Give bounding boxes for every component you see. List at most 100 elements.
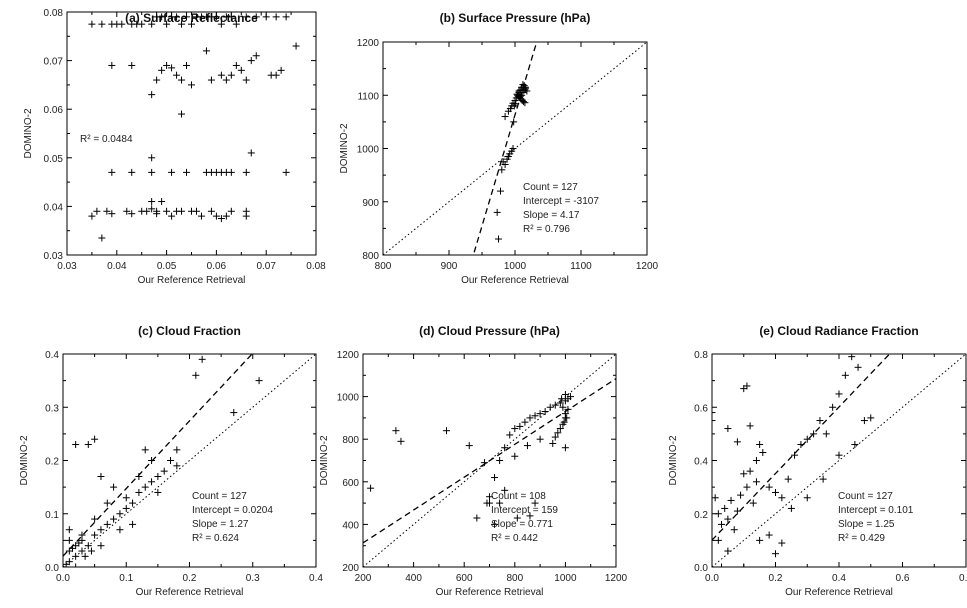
- data-point: [183, 168, 191, 176]
- data-point: [72, 552, 80, 560]
- data-point: [168, 64, 176, 72]
- data-point: [122, 504, 130, 512]
- data-point: [97, 472, 105, 480]
- data-point: [523, 442, 531, 450]
- data-point: [473, 514, 481, 522]
- data-point: [167, 457, 175, 464]
- x-tick-label: 0.6: [896, 573, 910, 584]
- stats-annotation: Count = 108: [491, 491, 546, 502]
- data-point: [129, 520, 137, 528]
- data-point: [148, 198, 156, 206]
- y-tick-label: 0.2: [45, 457, 59, 468]
- data-point: [116, 526, 124, 534]
- data-point: [148, 154, 156, 162]
- y-tick-label: 0.05: [44, 154, 64, 165]
- data-point: [718, 563, 726, 567]
- data-point: [397, 437, 405, 445]
- data-point: [511, 425, 519, 433]
- data-point: [65, 526, 73, 534]
- y-tick-label: 200: [342, 563, 359, 574]
- data-point: [480, 459, 488, 467]
- data-point: [81, 552, 89, 560]
- data-point: [148, 20, 156, 28]
- data-point: [521, 418, 529, 426]
- data-point: [496, 499, 504, 507]
- data-point: [110, 483, 118, 491]
- y-axis-label: DOMINO-2: [19, 435, 30, 485]
- x-tick-label: 1000: [504, 261, 527, 272]
- data-point: [724, 547, 732, 555]
- data-point: [158, 13, 166, 21]
- data-point: [110, 515, 118, 523]
- plot-area: [88, 12, 300, 242]
- panel-title: (d) Cloud Pressure (hPa): [419, 324, 560, 338]
- data-point: [561, 410, 569, 418]
- data-point: [392, 427, 400, 435]
- data-point: [252, 13, 260, 21]
- data-point: [232, 20, 240, 28]
- data-point: [506, 431, 514, 439]
- y-tick-label: 800: [342, 435, 359, 446]
- data-point: [510, 102, 518, 110]
- data-point: [78, 547, 86, 555]
- x-tick-label: 0.04: [107, 261, 127, 272]
- data-point: [116, 510, 124, 518]
- y-tick-label: 0.07: [44, 57, 64, 68]
- y-axis-label: DOMINO-2: [339, 123, 350, 173]
- data-point: [496, 187, 504, 195]
- data-point: [486, 493, 493, 501]
- y-tick-label: 1000: [337, 393, 360, 404]
- x-axis-label: Our Reference Retrieval: [785, 587, 893, 598]
- data-point: [72, 441, 80, 449]
- data-point: [160, 467, 168, 475]
- stats-annotation: Intercept = 159: [491, 505, 558, 516]
- data-point: [564, 405, 572, 413]
- data-point: [536, 410, 544, 418]
- data-point: [222, 212, 230, 220]
- regression-line: [363, 378, 616, 544]
- data-point: [501, 444, 509, 452]
- data-point: [778, 494, 786, 502]
- data-point: [173, 462, 181, 470]
- regression-line: [63, 354, 253, 557]
- data-point: [483, 499, 491, 507]
- data-point: [91, 435, 99, 443]
- y-tick-label: 0.8: [694, 350, 708, 361]
- data-point: [566, 393, 574, 401]
- data-point: [103, 520, 111, 528]
- y-tick-label: 900: [362, 198, 379, 209]
- data-point: [178, 207, 186, 215]
- x-tick-label: 0.0: [705, 573, 719, 584]
- data-point: [188, 20, 195, 28]
- data-point: [87, 547, 95, 555]
- data-point: [198, 355, 206, 363]
- data-point: [242, 168, 250, 176]
- data-point: [465, 442, 473, 450]
- y-tick-label: 0.2: [694, 510, 708, 521]
- data-point: [148, 168, 156, 176]
- data-point: [148, 478, 156, 486]
- data-point: [202, 47, 210, 55]
- y-tick-label: 0.3: [45, 403, 59, 414]
- data-point: [829, 403, 837, 411]
- data-point: [128, 61, 136, 69]
- data-point: [509, 145, 517, 152]
- plot-area: [363, 354, 616, 567]
- data-point: [778, 539, 786, 547]
- data-point: [68, 544, 76, 552]
- data-point: [141, 446, 149, 454]
- data-point: [272, 71, 280, 79]
- data-point: [128, 168, 136, 176]
- data-point: [282, 13, 290, 21]
- y-tick-label: 1000: [357, 145, 380, 156]
- data-point: [154, 488, 162, 496]
- x-tick-label: 400: [405, 573, 422, 584]
- data-point: [242, 76, 250, 84]
- data-point: [743, 382, 751, 390]
- x-tick-label: 0.03: [57, 261, 77, 272]
- data-point: [168, 212, 176, 220]
- y-tick-label: 800: [362, 251, 379, 262]
- data-point: [721, 504, 729, 512]
- data-point: [227, 12, 235, 16]
- data-point: [163, 20, 171, 28]
